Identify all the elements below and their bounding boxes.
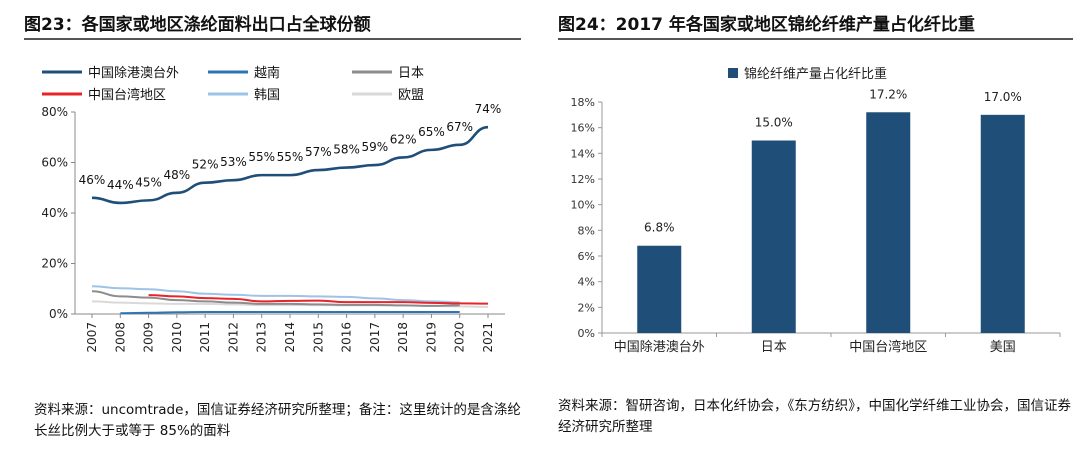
left-source-note: 资料来源：uncomtrade，国信证券经济研究所整理；备注：这里统计的是含涤纶… <box>34 402 521 439</box>
legend-label: 中国台湾地区 <box>88 87 166 103</box>
data-label: 52% <box>192 158 219 172</box>
data-label: 55% <box>248 150 275 164</box>
y-tick-label: 80% <box>41 105 68 119</box>
x-tick-label: 2016 <box>340 322 354 353</box>
x-tick-label: 中国台湾地区 <box>849 339 927 355</box>
legend-swatch <box>728 68 738 78</box>
data-label: 74% <box>475 102 502 116</box>
data-label: 45% <box>135 175 162 189</box>
data-label: 17.2% <box>869 87 907 101</box>
x-tick-label: 日本 <box>761 340 787 355</box>
y-tick-label: 6% <box>578 250 595 263</box>
y-tick-label: 8% <box>578 224 595 237</box>
series-line <box>91 285 460 304</box>
data-label: 59% <box>362 140 389 154</box>
y-tick-label: 60% <box>41 156 68 170</box>
data-label: 53% <box>220 155 247 169</box>
x-tick-label: 2020 <box>453 322 467 353</box>
legend-label: 日本 <box>398 66 424 81</box>
x-tick-label: 美国 <box>990 340 1016 355</box>
legend-label: 欧盟 <box>398 88 424 103</box>
legend-label: 锦纶纤维产量占化纤比重 <box>744 66 887 82</box>
y-tick-label: 4% <box>578 276 595 289</box>
bar <box>637 245 682 333</box>
x-tick-label: 2013 <box>255 322 269 353</box>
data-label: 58% <box>333 143 360 157</box>
x-tick-label: 2018 <box>396 322 410 353</box>
y-tick-label: 14% <box>571 147 595 160</box>
x-tick-label: 2011 <box>198 322 212 353</box>
y-tick-label: 20% <box>41 257 68 271</box>
x-tick-label: 中国除港澳台外 <box>614 339 705 355</box>
series-line <box>91 290 460 307</box>
data-label: 46% <box>79 173 106 187</box>
data-label: 6.8% <box>644 221 675 235</box>
x-tick-label: 2009 <box>142 322 156 353</box>
y-tick-label: 16% <box>571 122 595 135</box>
y-tick-label: 40% <box>41 206 68 220</box>
x-tick-label: 2007 <box>85 322 99 353</box>
bar-chart: 0% 2% 4% 6% 8% 10% 12% 14% 16% 18% 锦纶纤维产量占化纤比重 6.8%… <box>571 66 1061 355</box>
x-tick-label: 2012 <box>226 322 240 353</box>
legend-label: 越南 <box>254 65 280 81</box>
x-tick-label: 2021 <box>481 322 495 353</box>
right-source-note: 资料来源：智研咨询，日本化纤协会，《东方纺织》，中国化学纤维工业协会，国信证券经… <box>558 398 1071 435</box>
bar <box>866 112 911 334</box>
y-tick-label: 0% <box>49 307 68 321</box>
series-line <box>148 294 489 305</box>
x-tick-label: 2015 <box>311 322 325 353</box>
data-label: 57% <box>305 145 332 159</box>
legend-label: 中国除港澳台外 <box>88 65 179 81</box>
y-tick-label: 12% <box>571 173 595 186</box>
y-tick-label: 18% <box>571 96 595 109</box>
data-label: 55% <box>277 150 304 164</box>
data-label: 65% <box>418 125 445 139</box>
data-label: 15.0% <box>755 116 793 130</box>
x-tick-label: 2017 <box>368 322 382 353</box>
y-tick-label: 10% <box>571 199 595 212</box>
bar <box>980 114 1025 333</box>
data-label: 48% <box>164 168 191 182</box>
left-panel: 图23：各国家或地区涤纶面料出口占全球份额 0% 20% 40% 60% 80% 2007… <box>0 0 530 458</box>
y-tick-label: 2% <box>578 301 595 314</box>
x-tick-label: 2019 <box>424 322 438 353</box>
x-tick-label: 2010 <box>170 322 184 353</box>
left-title-rule <box>24 38 521 40</box>
left-chart-title: 图23：各国家或地区涤纶面料出口占全球份额 <box>24 15 371 35</box>
right-title-rule <box>558 38 1073 40</box>
x-tick-label: 2014 <box>283 322 297 353</box>
right-panel: 图24：2017 年各国家或地区锦纶纤维产量占化纤比重 0% 2% 4% 6% 8% 10… <box>552 0 1080 458</box>
legend-label: 韩国 <box>254 88 280 103</box>
series-line <box>120 310 460 315</box>
data-label: 17.0% <box>984 90 1022 104</box>
right-chart-title: 图24：2017 年各国家或地区锦纶纤维产量占化纤比重 <box>558 15 975 35</box>
data-label: 44% <box>107 178 134 192</box>
line-chart: 0% 20% 40% 60% 80% 2007 2008 2009 2010 2011 2012 20… <box>41 65 505 353</box>
data-label: 62% <box>390 132 417 146</box>
data-label: 67% <box>446 120 473 134</box>
x-tick-label: 2008 <box>113 322 127 353</box>
series-line <box>91 125 489 205</box>
y-tick-label: 0% <box>578 327 595 340</box>
bar <box>751 140 796 333</box>
